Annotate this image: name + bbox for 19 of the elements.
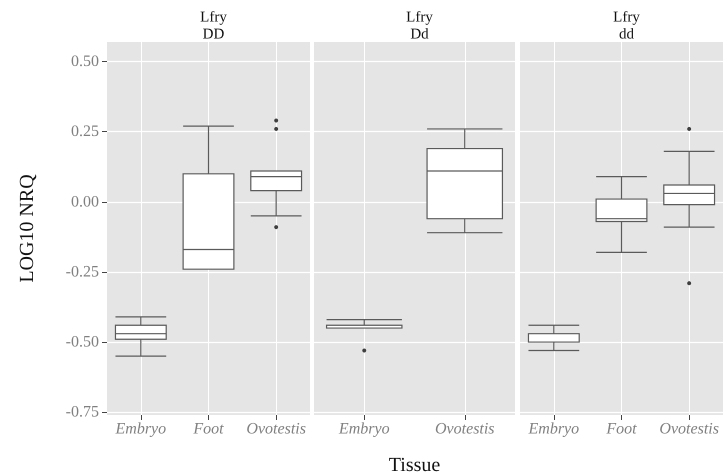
y-tick-label: 0.00	[71, 193, 99, 210]
x-axis-title: Tissue	[388, 454, 440, 474]
x-tick-label: Embryo	[114, 420, 166, 438]
x-tick-label: Foot	[605, 420, 638, 438]
chart-title: Lfry DD	[200, 10, 228, 42]
y-tick-label: -0.75	[66, 404, 99, 421]
x-tick-label: Embryo	[338, 420, 390, 438]
x-tick-label: Ovotestis	[246, 420, 306, 438]
x-tick-label: Embryo	[528, 420, 580, 438]
x-tick-label: Ovotestis	[434, 420, 495, 438]
y-tick-label: 0.50	[71, 53, 99, 70]
y-tick-label: -0.50	[66, 334, 99, 351]
y-tick-label: 0.25	[71, 123, 99, 140]
chart-title: Lfry dd	[613, 10, 640, 42]
x-tick-label: Foot	[192, 420, 224, 438]
y-tick-label: -0.25	[66, 263, 99, 280]
y-axis-title: LOG10 NRQ	[16, 174, 38, 283]
chart-title: Lfry Dd	[406, 10, 434, 42]
x-tick-label: Ovotestis	[659, 420, 719, 438]
